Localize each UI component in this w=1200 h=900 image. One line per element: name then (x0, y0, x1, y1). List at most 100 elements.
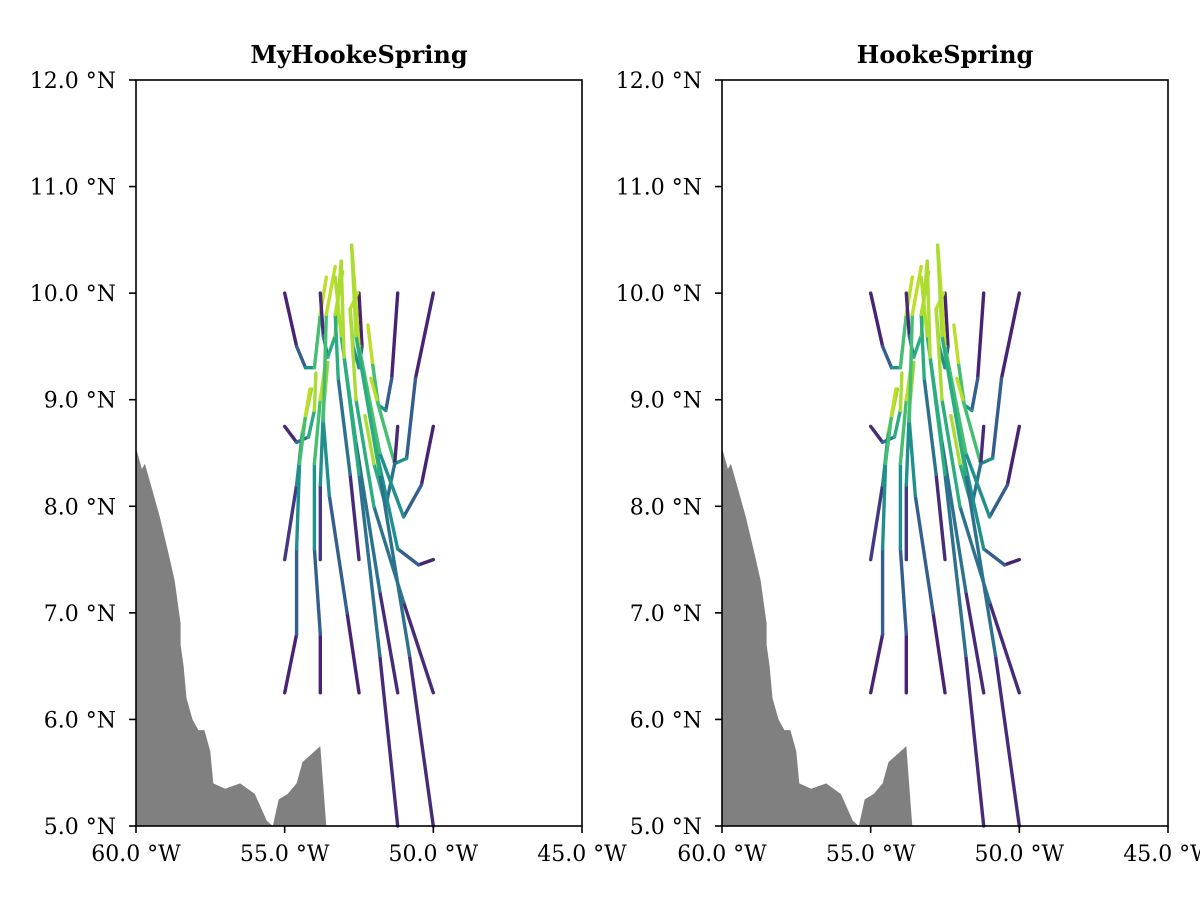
trajectory-segment (928, 355, 947, 476)
trajectory-segment (961, 398, 983, 466)
y-tick-label: 8.0 °N (44, 495, 116, 520)
y-tick-label: 10.0 °N (616, 282, 702, 307)
trajectory-segment (354, 440, 382, 594)
y-tick-label: 8.0 °N (630, 495, 702, 520)
trajectory-segment (880, 344, 894, 370)
y-tick-label: 5.0 °N (630, 815, 702, 840)
trajectory-segment (294, 462, 302, 551)
trajectory (283, 371, 318, 444)
trajectory-segment (919, 312, 926, 381)
trajectory-segment (378, 653, 400, 828)
trajectories-layer (283, 243, 435, 828)
trajectory-segment (925, 259, 932, 359)
trajectory-segment (970, 376, 980, 413)
y-tick-label: 5.0 °N (44, 815, 116, 840)
trajectory-segment (283, 291, 299, 349)
trajectory-segment (898, 371, 904, 413)
trajectory (339, 259, 400, 828)
trajectory-segment (312, 312, 322, 370)
trajectory-segment (1002, 557, 1021, 567)
trajectory-segment (934, 307, 944, 402)
y-axis: 5.0 °N 6.0 °N 7.0 °N 8.0 °N 9.0 °N 10.0 °N 11.… (616, 69, 722, 840)
trajectory-segment (979, 456, 995, 466)
y-axis: 5.0 °N 6.0 °N 7.0 °N 8.0 °N 9.0 °N 10.0 °N 11.… (30, 69, 136, 840)
trajectory (369, 291, 435, 466)
panel-title: HookeSpring (857, 40, 1034, 69)
y-tick-label: 6.0 °N (44, 708, 116, 733)
trajectory-segment (407, 653, 435, 828)
x-tick-label: 45.0 °W (537, 842, 627, 867)
trajectory-segment (349, 243, 358, 338)
x-tick-label: 55.0 °W (240, 842, 330, 867)
trajectory (907, 264, 947, 695)
trajectory-segment (869, 291, 885, 349)
panel-myhookespring: MyHookeSpring 60.0 °W 55.0 °W 50.0 °W 45.0 … (30, 40, 627, 867)
trajectory-segment (919, 275, 929, 338)
trajectory-segment (321, 312, 328, 423)
trajectory-segment (907, 419, 917, 498)
trajectory-segment (333, 275, 343, 338)
trajectory-segment (940, 440, 968, 594)
land-polygon (722, 447, 931, 826)
trajectory-segment (952, 323, 961, 365)
panel-hookespring: HookeSpring 60.0 °W 55.0 °W 50.0 °W 45.0 °W… (616, 40, 1200, 867)
x-tick-label: 60.0 °W (677, 842, 767, 867)
trajectory-segment (324, 264, 337, 317)
trajectory (283, 275, 328, 370)
trajectory-segment (369, 376, 379, 402)
trajectory-segment (348, 472, 361, 562)
trajectory-segment (964, 451, 992, 519)
x-tick-label: 60.0 °W (91, 842, 181, 867)
trajectory-segment (336, 376, 352, 476)
x-tick-label: 50.0 °W (975, 842, 1065, 867)
trajectory-segment (889, 387, 898, 418)
trajectory-segment (348, 307, 358, 402)
trajectory-segment (964, 472, 998, 658)
trajectory-segment (416, 557, 435, 567)
trajectory-segment (294, 344, 308, 370)
trajectory (952, 291, 986, 413)
panel-title: MyHookeSpring (250, 40, 467, 69)
trajectory-segment (401, 600, 435, 695)
trajectory-segment (999, 291, 1021, 381)
trajectory (935, 243, 1021, 828)
trajectory-segment (955, 376, 965, 402)
trajectory-segment (976, 291, 986, 381)
x-tick-label: 55.0 °W (826, 842, 916, 867)
land-layer (136, 447, 345, 826)
x-axis: 60.0 °W 55.0 °W 50.0 °W 45.0 °W (91, 826, 627, 867)
trajectory-segment (283, 424, 299, 444)
trajectory-segment (413, 291, 435, 381)
trajectory-segment (880, 462, 888, 551)
trajectory-segment (943, 291, 950, 349)
trajectory-segment (931, 611, 947, 695)
trajectory (348, 307, 435, 695)
trajectory-segment (922, 376, 938, 476)
y-tick-label: 9.0 °N (44, 389, 116, 414)
trajectory-segment (342, 355, 361, 476)
trajectory-segment (913, 493, 935, 615)
trajectory (955, 291, 1021, 466)
x-tick-label: 50.0 °W (389, 842, 479, 867)
trajectory-segment (357, 291, 364, 349)
trajectory-segment (912, 334, 923, 359)
trajectory-segment (384, 376, 394, 413)
trajectory-segment (312, 547, 322, 636)
trajectory (283, 387, 312, 695)
trajectory-segment (339, 259, 346, 359)
trajectory-segment (390, 291, 400, 381)
y-tick-label: 11.0 °N (30, 176, 116, 201)
trajectory-segment (993, 653, 1021, 828)
trajectory-segment (869, 483, 885, 562)
trajectory-segment (321, 419, 331, 498)
trajectory-segment (312, 371, 318, 413)
trajectory-segment (354, 334, 382, 476)
trajectory-segment (964, 589, 986, 695)
trajectory-segment (378, 589, 400, 695)
trajectory-segment (943, 472, 968, 658)
trajectory-segment (306, 408, 317, 439)
land-layer (722, 447, 931, 826)
trajectory-segment (393, 456, 409, 466)
trajectory (321, 264, 361, 695)
